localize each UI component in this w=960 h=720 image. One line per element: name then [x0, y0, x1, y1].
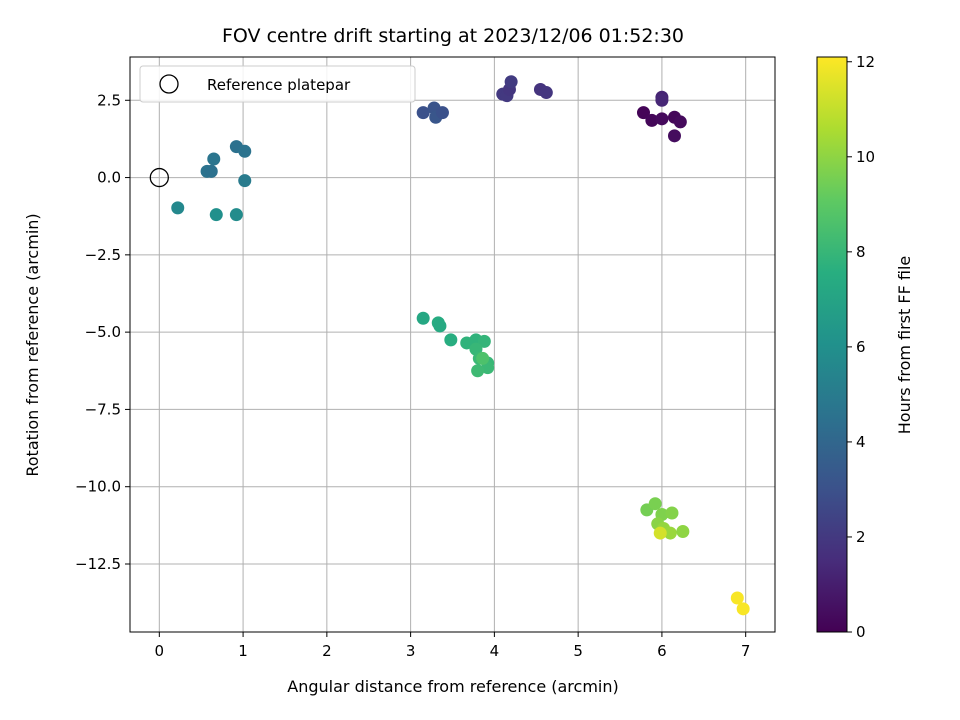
colorbar-label: Hours from first FF file	[895, 256, 914, 435]
colorbar-gradient	[816, 56, 848, 633]
y-tick-label: 2.5	[97, 91, 121, 109]
data-point	[648, 497, 662, 511]
data-point	[238, 144, 252, 158]
y-tick-label: 0.0	[97, 169, 121, 187]
x-axis-label: Angular distance from reference (arcmin)	[287, 677, 618, 696]
data-point	[636, 106, 650, 120]
x-tick-label: 0	[155, 642, 165, 660]
data-point	[477, 334, 491, 348]
data-point	[665, 506, 679, 520]
y-tick-label: −2.5	[85, 246, 121, 264]
data-point	[209, 208, 223, 222]
colorbar-tick-label: 0	[856, 623, 866, 641]
data-point	[238, 174, 252, 188]
data-point	[673, 115, 687, 129]
data-point	[229, 208, 243, 222]
y-tick-label: −10.0	[75, 478, 121, 496]
colorbar-ticks: 0 2 4 6 8 10 12	[847, 53, 875, 641]
y-tick-label: −12.5	[75, 555, 121, 573]
data-points	[171, 75, 750, 616]
data-point	[730, 591, 744, 605]
data-point	[736, 602, 750, 616]
data-point	[207, 152, 221, 166]
x-tick-label: 1	[238, 642, 248, 660]
data-point	[171, 201, 185, 215]
legend-marker-icon	[159, 74, 179, 94]
colorbar-tick-label: 2	[856, 528, 866, 546]
y-tick-label: −5.0	[85, 323, 121, 341]
x-tick-label: 3	[406, 642, 416, 660]
data-point	[655, 93, 669, 107]
data-point	[539, 86, 553, 100]
data-point	[655, 112, 669, 126]
data-point	[667, 129, 681, 143]
reference-marker	[149, 167, 169, 188]
colorbar-tick-label: 12	[856, 53, 875, 71]
legend-entry-reference: Reference platepar	[207, 76, 351, 94]
colorbar-tick-label: 6	[856, 338, 866, 356]
colorbar-tick-label: 4	[856, 433, 866, 451]
colorbar: 0 2 4 6 8 10 12 Hours from first FF file	[816, 53, 914, 641]
x-tick-label: 5	[573, 642, 583, 660]
x-tick-label: 6	[657, 642, 667, 660]
data-point	[204, 164, 218, 178]
x-axis-ticks: 0 1 2 3 4 5 6 7	[155, 632, 751, 660]
data-point	[653, 526, 667, 540]
data-point	[416, 311, 430, 325]
colorbar-tick-label: 10	[856, 148, 875, 166]
x-tick-label: 7	[741, 642, 751, 660]
x-tick-label: 4	[490, 642, 500, 660]
data-point	[676, 525, 690, 539]
data-point	[663, 526, 677, 540]
data-point	[433, 319, 447, 333]
grid-lines	[130, 57, 775, 632]
colorbar-tick-label: 8	[856, 243, 866, 261]
legend-box	[139, 65, 416, 103]
data-point	[476, 351, 490, 365]
data-point	[504, 75, 518, 89]
chart-title: FOV centre drift starting at 2023/12/06 …	[222, 25, 684, 47]
data-point	[471, 364, 485, 378]
y-axis-label: Rotation from reference (arcmin)	[23, 213, 42, 476]
data-point	[645, 113, 659, 127]
y-tick-label: −7.5	[85, 400, 121, 418]
data-point	[444, 333, 458, 347]
plot-frame	[129, 56, 776, 633]
y-axis-ticks: 2.5 0.0 −2.5 −5.0 −7.5 −10.0 −12.5	[75, 91, 130, 573]
x-tick-label: 2	[322, 642, 332, 660]
data-point	[435, 106, 449, 120]
data-point	[416, 106, 430, 120]
legend: Reference platepar	[139, 65, 416, 103]
